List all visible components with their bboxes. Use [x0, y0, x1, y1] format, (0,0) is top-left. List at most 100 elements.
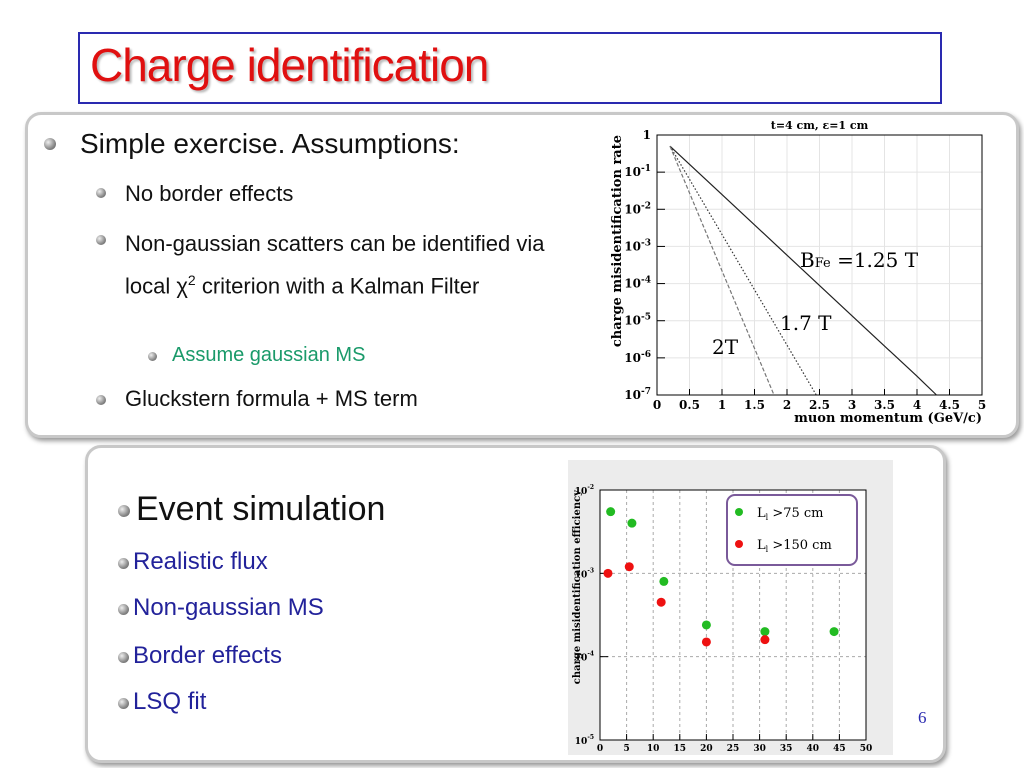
- y-tick-label: 10-2: [624, 201, 651, 216]
- bullet: [96, 188, 106, 198]
- y-tick-label: 10-5: [575, 734, 594, 747]
- point: [606, 507, 616, 517]
- curve: [669, 145, 775, 396]
- bullet-text: Simple exercise. Assumptions:: [80, 128, 460, 159]
- x-tick-label: 2.5: [809, 398, 830, 412]
- tick-base: 10: [575, 570, 588, 580]
- x-tick-label: 2: [783, 398, 791, 412]
- bullet-text: Assume gaussian MS: [172, 344, 366, 366]
- x-tick-label: 50: [860, 744, 873, 754]
- tick-base: 10: [624, 165, 641, 179]
- x-tick-label: 5: [623, 744, 629, 754]
- tick-exponent: -3: [641, 238, 651, 248]
- tick-exponent: -5: [641, 313, 651, 323]
- x-tick-label: 4: [913, 398, 921, 412]
- tick-base: 10: [575, 654, 588, 664]
- tick-base: 10: [624, 202, 641, 216]
- x-tick-label: 4.5: [939, 398, 960, 412]
- x-tick-label: 15: [674, 744, 687, 754]
- x-tick-label: 3: [848, 398, 856, 412]
- legend-box: [726, 494, 858, 566]
- bullet-text: LSQ fit: [133, 688, 207, 715]
- tick-base: 10: [624, 351, 641, 365]
- x-tick-label: 25: [727, 744, 740, 754]
- y-axis-label: charge misidentification efficiency: [572, 489, 583, 684]
- point: [659, 576, 669, 586]
- y-tick-label: 10-4: [575, 651, 594, 664]
- point: [701, 637, 711, 647]
- point: [701, 620, 711, 630]
- point: [760, 627, 770, 637]
- y-tick-label: 10-1: [624, 164, 651, 179]
- bullet: [148, 352, 157, 361]
- point: [760, 635, 770, 645]
- label-main: L: [757, 506, 766, 521]
- x-tick-label: 20: [700, 744, 713, 754]
- x-tick-label: 0: [597, 744, 603, 754]
- legend-marker: [735, 508, 743, 516]
- curve-label: 1.7 T: [780, 311, 832, 335]
- legend-label: Ll >75 cm: [757, 506, 824, 522]
- label-sub: l: [766, 545, 769, 554]
- point: [656, 597, 666, 607]
- y-tick-label: 10-2: [575, 484, 594, 497]
- legend-label: Ll >150 cm: [757, 538, 832, 554]
- text: criterion with a Kalman Filter: [195, 273, 480, 299]
- tick-base: 10: [575, 737, 588, 747]
- point: [624, 562, 634, 572]
- superscript: 2: [187, 272, 196, 288]
- title-box: Charge identification: [78, 32, 942, 104]
- curve-label: 2T: [712, 335, 739, 359]
- tick-base: 10: [624, 239, 641, 253]
- bullet-text: Non-gaussian scatters can be identified …: [125, 226, 565, 304]
- tick-exponent: -3: [587, 567, 594, 574]
- page-number: 6: [918, 708, 927, 727]
- slide-title: Charge identification: [90, 39, 489, 91]
- chart-title: t=4 cm, ε=1 cm: [771, 120, 869, 132]
- label-rest: >150 cm: [768, 538, 832, 553]
- x-tick-label: 3.5: [874, 398, 895, 412]
- y-tick-label: 1: [643, 128, 651, 142]
- y-tick-label: 10-6: [624, 350, 651, 365]
- x-axis-label: muon momentum (GeV/c): [794, 411, 982, 425]
- bullet-text: Border effects: [133, 642, 282, 669]
- tick-exponent: -4: [587, 651, 594, 658]
- bullet-text: No border effects: [125, 181, 294, 206]
- curve-label: BFe =1.25 T: [800, 248, 919, 272]
- bullet: [118, 558, 129, 569]
- heading: Event simulation: [136, 490, 386, 528]
- plot-frame: [656, 134, 983, 396]
- bullet: [44, 138, 56, 150]
- y-tick-label: 10-3: [575, 567, 594, 580]
- bullet: [118, 505, 130, 517]
- point: [603, 568, 613, 578]
- chart-2: 0510152025303540455010-210-310-410-5reco…: [568, 460, 893, 755]
- label-sub: l: [766, 513, 769, 522]
- y-tick-label: 10-5: [624, 313, 651, 328]
- point: [829, 627, 839, 637]
- tick-base: 10: [624, 277, 641, 291]
- tick-exponent: -6: [641, 350, 651, 360]
- tick-base: 10: [624, 388, 641, 402]
- x-tick-label: 40: [807, 744, 820, 754]
- y-tick-label: 10-4: [624, 276, 651, 291]
- y-tick-label: 10-7: [624, 387, 651, 402]
- label-main: B: [800, 248, 815, 272]
- x-tick-label: 1: [718, 398, 726, 412]
- tick-exponent: -5: [587, 734, 594, 741]
- tick-exponent: -2: [641, 201, 651, 211]
- label-main: L: [757, 538, 766, 553]
- plot-frame: [599, 489, 867, 741]
- x-tick-label: 10: [647, 744, 660, 754]
- tick-base: 10: [624, 314, 641, 328]
- point: [627, 518, 637, 528]
- tick-exponent: -4: [641, 276, 651, 286]
- bullet: [118, 652, 129, 663]
- tick-exponent: -2: [587, 484, 594, 491]
- label-sub: Fe: [815, 256, 831, 271]
- x-tick-label: 35: [780, 744, 793, 754]
- y-tick-label: 10-3: [624, 238, 651, 253]
- chart-1: 0 0.5 1 1.5 2 2.5 3 3.5 4 4.5 5110-110-210-310-410…: [605, 120, 990, 425]
- x-tick-label: 30: [753, 744, 766, 754]
- bullet-text: Realistic flux: [133, 548, 268, 575]
